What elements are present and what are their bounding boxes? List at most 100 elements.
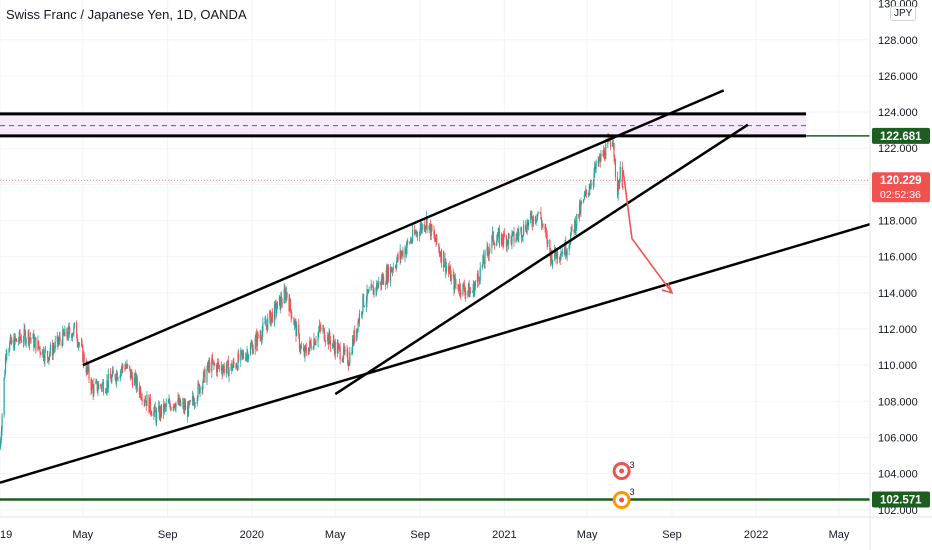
candle-body (218, 363, 220, 367)
candle-body (88, 366, 90, 380)
candle-body (426, 217, 428, 230)
candle-body (213, 364, 216, 366)
candle-body (175, 402, 177, 409)
candle-body (231, 366, 234, 371)
candle-body (530, 212, 532, 217)
candle-body (150, 411, 152, 415)
candle-body (145, 400, 147, 406)
candle-body (38, 346, 40, 348)
candle-body (450, 274, 452, 281)
candle-body (588, 189, 590, 194)
candle-body (357, 320, 359, 332)
candle-body (402, 250, 404, 258)
x-tick-label: May (325, 529, 346, 541)
candle-body (593, 172, 595, 182)
earnings-marker-red[interactable]: 3 (612, 460, 635, 480)
candle-body (346, 349, 348, 352)
candle-body (138, 386, 140, 395)
candle-body (30, 338, 32, 340)
candle-body (587, 193, 590, 194)
candle-body (131, 376, 134, 386)
candle-body (212, 361, 214, 363)
candle-body (566, 249, 568, 256)
candle-body (604, 158, 606, 160)
x-tick-label: Sep (662, 529, 682, 541)
y-tick-label: 102.000 (878, 505, 918, 517)
candle-body (329, 332, 331, 341)
candle-body (22, 340, 25, 343)
long-support-line (0, 222, 871, 484)
candle-body (193, 403, 196, 406)
candle-body (527, 222, 529, 227)
y-tick-label: 128.000 (878, 35, 918, 47)
candle-body (467, 283, 470, 292)
candle-body (618, 179, 621, 189)
candle-body (225, 368, 227, 374)
candle-body (555, 254, 557, 259)
candle-body (66, 328, 68, 337)
candle-body (353, 330, 355, 345)
candle-body (227, 360, 229, 362)
candle-body (314, 339, 316, 345)
candle-body (589, 189, 591, 190)
candle-body (226, 361, 228, 369)
candle-body (482, 255, 484, 265)
candle-body (336, 342, 338, 354)
candle-body (114, 374, 116, 380)
event-count: 3 (630, 460, 635, 470)
candle-body (275, 303, 277, 314)
candle-body (82, 345, 84, 362)
x-tick-label: May (577, 529, 598, 541)
y-tick-label: 122.000 (878, 143, 918, 155)
candle-body (159, 407, 161, 419)
candle-body (106, 380, 108, 391)
candle-body (540, 218, 543, 225)
candle-body (551, 252, 553, 265)
candle-body (525, 224, 527, 231)
price-label-tag (872, 172, 930, 203)
candle-body (178, 398, 180, 405)
candle-body (283, 289, 285, 304)
candle-body (101, 383, 103, 389)
candle-body (254, 337, 256, 349)
candle-body (289, 299, 291, 312)
candle-body (477, 273, 479, 277)
candle-body (458, 289, 460, 292)
candle-body (0, 431, 2, 440)
price-label-text: 122.681 (880, 131, 922, 143)
candle-body (149, 397, 151, 413)
candle-body (380, 281, 382, 286)
y-tick-label: 118.000 (878, 216, 917, 228)
candle-body (52, 348, 54, 356)
candle-body (107, 380, 109, 388)
candle-body (151, 414, 153, 416)
candle-body (196, 397, 198, 404)
candle-body (389, 267, 392, 281)
projection-path (622, 169, 673, 294)
candle-body (13, 335, 16, 350)
candle-body (48, 356, 50, 362)
candle-body (362, 294, 365, 307)
candle-body (574, 220, 576, 233)
candle-body (156, 411, 158, 422)
candle-body (9, 336, 11, 343)
candle-body (570, 226, 572, 235)
candle-body (449, 267, 452, 281)
candle-body (164, 404, 166, 406)
candle-body (366, 289, 368, 302)
candle-body (511, 233, 513, 244)
candle-body (526, 222, 528, 233)
earnings-marker-orange[interactable]: 3 (612, 487, 635, 509)
candle-body (280, 297, 283, 303)
candle-body (309, 340, 311, 348)
candle-body (4, 373, 6, 378)
candle-body (144, 400, 147, 403)
currency-badge[interactable]: JPY (890, 6, 917, 21)
candle-body (472, 283, 474, 292)
candle-body (507, 240, 509, 245)
price-label-text: 120.229 (880, 175, 922, 187)
candle-body (425, 225, 427, 228)
candle-body (411, 240, 413, 242)
candle-body (613, 143, 615, 157)
